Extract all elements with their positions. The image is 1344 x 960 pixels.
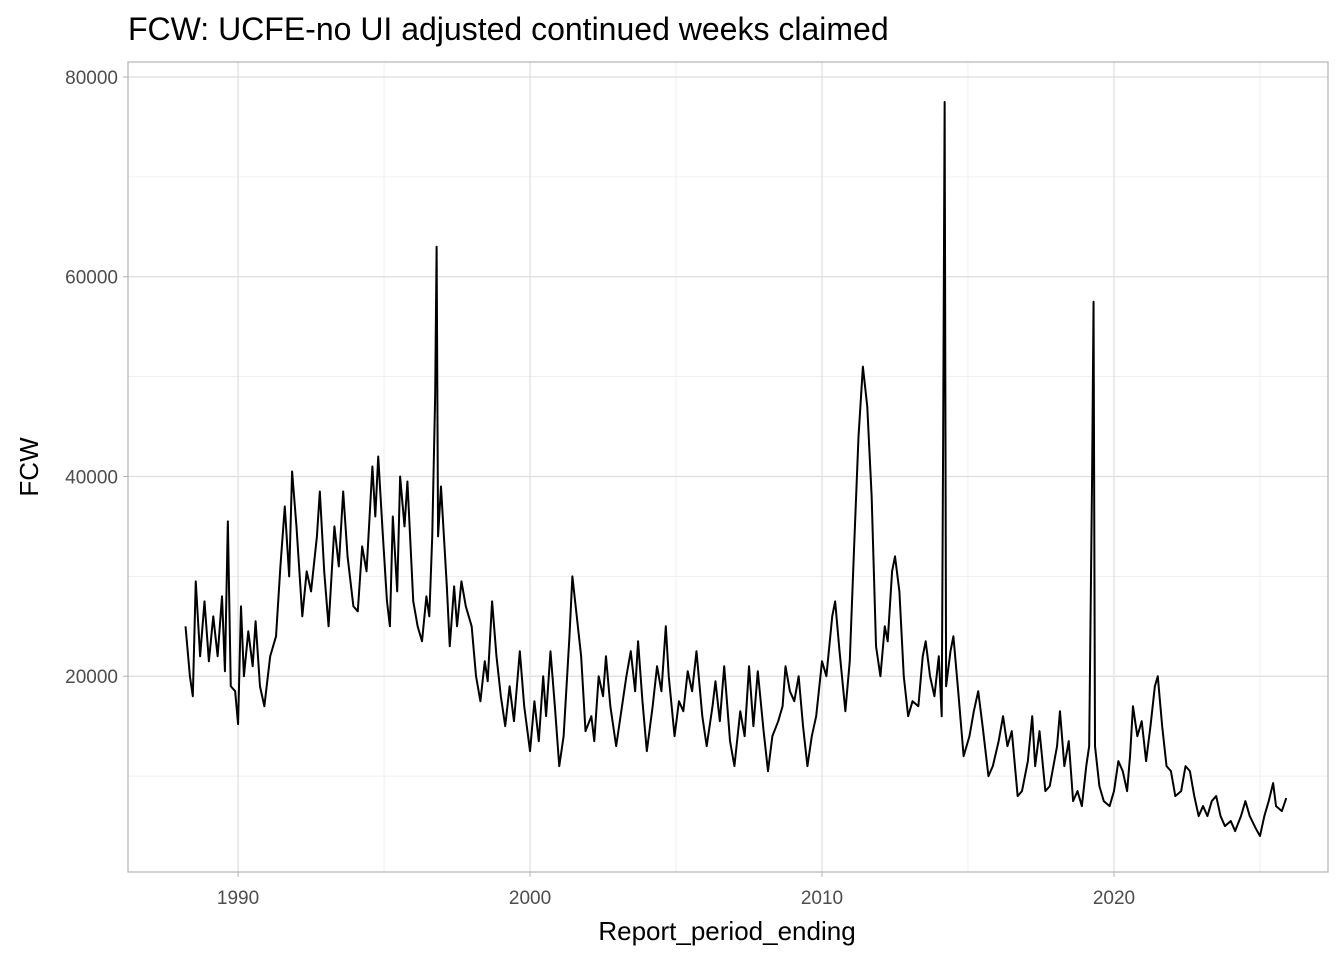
grid: 1990 2000 2010 2020 20000 40000 60000 80000 (65, 62, 1328, 909)
x-tick-label: 2010 (801, 888, 843, 909)
x-tick-label: 2020 (1093, 888, 1135, 909)
marks (184, 100, 1288, 838)
y-axis-label: FCW (14, 437, 44, 497)
data-line (184, 100, 1288, 838)
x-axis-label: Report_period_ending (598, 916, 855, 946)
x-tick-label: 1990 (217, 888, 259, 909)
chart-title: FCW: UCFE-no UI adjusted continued weeks… (128, 11, 889, 47)
y-tick-label: 80000 (65, 68, 118, 89)
y-tick-label: 40000 (65, 467, 118, 488)
y-tick-label: 20000 (65, 667, 118, 688)
panel-border (127, 61, 1329, 873)
x-tick-label: 2000 (509, 888, 551, 909)
y-tick-label: 60000 (65, 268, 118, 289)
